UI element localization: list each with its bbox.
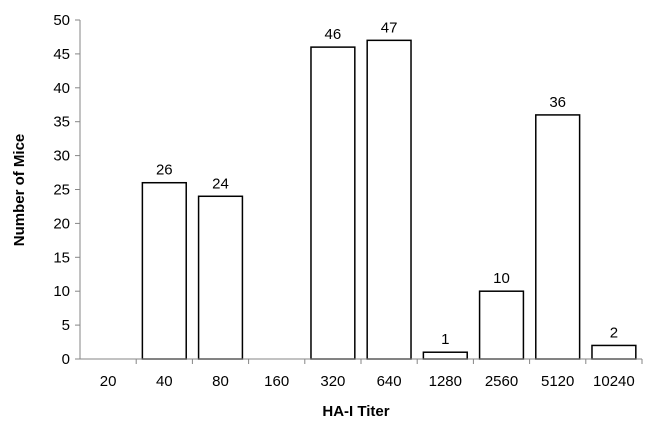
data-label: 36 bbox=[549, 94, 566, 111]
bar bbox=[310, 46, 356, 360]
x-tick-label: 640 bbox=[377, 373, 402, 390]
bar bbox=[478, 290, 525, 360]
y-tick-label: 25 bbox=[53, 182, 70, 199]
y-tick-label: 0 bbox=[62, 351, 70, 368]
data-label: 10 bbox=[493, 270, 510, 287]
y-tick-label: 5 bbox=[62, 317, 70, 334]
x-tick-label: 40 bbox=[156, 373, 173, 390]
bar bbox=[535, 114, 581, 360]
y-tick-label: 50 bbox=[53, 12, 70, 29]
bar bbox=[366, 39, 412, 360]
x-tick-label: 160 bbox=[264, 373, 289, 390]
data-label: 47 bbox=[381, 19, 398, 36]
y-tick-label: 40 bbox=[53, 80, 70, 97]
y-tick-label: 45 bbox=[53, 46, 70, 63]
data-label: 1 bbox=[441, 331, 449, 348]
bar bbox=[197, 195, 244, 360]
x-tick-label: 10240 bbox=[593, 373, 635, 390]
x-tick-label: 5120 bbox=[541, 373, 574, 390]
x-tick-label: 2560 bbox=[485, 373, 518, 390]
data-label: 46 bbox=[325, 26, 342, 43]
bar bbox=[141, 181, 187, 360]
data-labels: 26 24 46 47 1 10 36 2 bbox=[156, 19, 618, 348]
x-axis-title: HA-I Titer bbox=[322, 403, 389, 420]
y-tick-label: 10 bbox=[53, 283, 70, 300]
data-label: 2 bbox=[610, 324, 618, 341]
x-axis-ticks: 20 40 80 160 320 640 1280 2560 5120 10240 bbox=[100, 359, 643, 390]
y-axis-ticks: 0 5 10 15 20 25 30 35 40 45 50 bbox=[53, 12, 80, 368]
x-tick-label: 320 bbox=[320, 373, 345, 390]
y-tick-label: 35 bbox=[53, 114, 70, 131]
bar bbox=[422, 351, 468, 360]
data-label: 24 bbox=[212, 175, 229, 192]
y-tick-label: 20 bbox=[53, 215, 70, 232]
x-tick-label: 80 bbox=[212, 373, 229, 390]
bars bbox=[141, 39, 637, 360]
x-tick-label: 1280 bbox=[429, 373, 462, 390]
y-tick-label: 30 bbox=[53, 148, 70, 165]
x-tick-label: 20 bbox=[100, 373, 117, 390]
y-axis-title: Number of Mice bbox=[11, 134, 28, 247]
data-label: 26 bbox=[156, 162, 173, 179]
bar bbox=[591, 344, 637, 360]
y-tick-label: 15 bbox=[53, 249, 70, 266]
